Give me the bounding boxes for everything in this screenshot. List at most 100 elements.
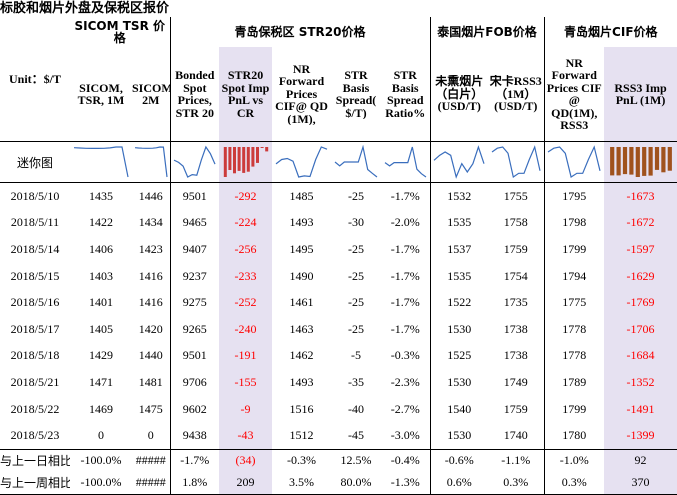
cell-nr-forward: 1485 [289,188,314,203]
summary-cell-rss3-pnl: 370 [604,471,677,495]
cell-nr-forward: 1516 [289,401,314,416]
cell-nr-forward: 1493 [289,374,314,389]
cell-imp-pnl: -191 [219,342,273,370]
table-row: 2018/5/18 1429 1440 9501 -191 1462 -5 -0.3% 1525… [0,342,677,370]
sparkline-ratio [381,141,431,183]
summary-cell-imp-pnl: 209 [219,471,273,495]
cell-ratio: -1.7% [390,188,420,203]
cell-white: 1537 [429,236,489,263]
sparkline-line [173,145,216,178]
table-row: 2018/5/15 1403 1416 9237 -233 1490 -25 -1.7% 153… [0,262,677,290]
sparkline-bar [227,147,231,170]
sparkline-sicom-1m-chart [73,146,129,178]
sparkline-bar [264,147,268,152]
cell-nr-forward: 1495 [289,241,314,256]
table-row: 2018/5/21 1471 1481 9706 -155 1493 -35 -2.3% 153… [0,369,677,396]
cell-nr-rss3: 1778 [543,342,605,370]
sparkline-line [334,145,378,178]
cell-white: 1530 [429,315,489,343]
cell-rss3-pnl: -1684 [604,342,677,370]
cell-spread: -25 [348,295,365,310]
cell-sicom-1m: 1429 [89,348,113,363]
col-str-basis-ratio: STR Basis Spread Ratio% [385,69,426,119]
col-nr-forward-qd: NR Forward Prices CIF@ QD (1M), [275,62,328,126]
summary-cell-sicom-2m: ##### [132,448,171,472]
row-date: 2018/5/11 [10,215,60,230]
row-date: 2018/5/10 [10,188,60,203]
sparkline-bonded [169,141,220,183]
cell-bonded: 9438 [169,422,220,450]
cell-spread: -5 [351,348,362,363]
summary-cell-ratio: -0.4% [381,448,431,472]
row-date: 2018/5/21 [10,374,60,389]
cell-spread: -35 [348,374,365,389]
summary-cell-bonded: -1.7% [169,448,220,472]
cell-rss3-fob: 1738 [503,321,528,336]
mini-chart-label: 迷你图 [0,141,70,183]
sparkline-white [429,141,489,183]
cell-imp-pnl: -240 [219,315,273,343]
cell-imp-pnl: -292 [219,182,273,210]
sparkline-bonded-chart [173,145,216,178]
cell-sicom-2m: 1475 [138,401,163,416]
cell-bonded: 9706 [169,369,220,396]
sparkline-line [134,146,168,178]
cell-white: 1540 [429,395,489,423]
cell-rss3-fob: 1755 [503,188,528,203]
group-thai-fob: 泰国烟片FOB价格 [429,17,545,47]
col-nr-forward-rss3: NR Forward Prices CIF @ QD(1M), RSS3 [543,47,605,142]
cell-white: 1532 [429,182,489,210]
cell-white: 1522 [429,289,489,316]
cell-nr-forward: 1512 [289,428,314,443]
col-sicom-2m: SICOM,TSR, 2M [132,81,170,107]
cell-white: 1530 [429,369,489,396]
cell-imp-pnl: -155 [219,369,273,396]
cell-spread: -25 [348,321,365,336]
sparkline-sicom-2m [132,141,171,183]
sparkline-bar [616,147,621,176]
cell-bonded: 9407 [169,236,220,263]
sparkline-bar [654,147,659,170]
group-sicom: SICOM TSR 价格 [74,19,165,45]
sparkline-nr-forward-chart [275,146,328,178]
cell-ratio: -1.7% [390,268,420,283]
cell-nr-rss3: 1794 [543,262,605,290]
cell-bonded: 9501 [169,182,220,210]
col-rss3-fob: 宋卡RSS3（1M）(USD/T) [489,75,542,113]
cell-spread: -45 [348,428,365,443]
sparkline-sicom-1m [70,141,132,183]
table-row: 2018/5/14 1406 1423 9407 -256 1495 -25 -1.7% 153… [0,236,677,263]
row-date: 2018/5/16 [10,295,60,310]
cell-ratio: -2.0% [390,215,420,230]
cell-nr-forward: 1462 [289,348,314,363]
cell-imp-pnl: -233 [219,262,273,290]
summary-cell-nr-rss3: 0.3% [543,471,605,495]
row-date: 2018/5/18 [10,348,60,363]
cell-rss3-pnl: -1491 [604,395,677,423]
summary-cell-sicom-2m: ##### [132,471,171,495]
cell-bonded: 9265 [169,315,220,343]
cell-sicom-1m: 1403 [89,268,113,283]
cell-spread: -40 [348,401,365,416]
cell-nr-rss3: 1799 [543,236,605,263]
table-row: 2018/5/11 1422 1434 9465 -224 1493 -30 -2.0% 153… [0,209,677,237]
cell-sicom-1m: 1471 [89,374,113,389]
summary-cell-rss3-pnl: 92 [604,448,677,472]
cell-bonded: 9501 [169,342,220,370]
sparkline-line [491,145,541,178]
col-str20-imp-pnl: STR20 Spot Imp PnL vs CR [219,47,273,142]
cell-spread: -25 [348,268,365,283]
price-table: Unit：$/T SICOM TSR 价格 青岛保税区 STR20价格 泰国烟片… [0,17,677,495]
row-date: 2018/5/23 [10,428,60,443]
row-date: 2018/5/22 [10,401,60,416]
cell-nr-rss3: 1799 [543,395,605,423]
sparkline-bar [667,147,672,171]
cell-rss3-fob: 1735 [503,295,528,310]
cell-sicom-2m: 1416 [138,268,163,283]
page-title: 标胶和烟片外盘及保税区报价 [0,1,170,16]
sparkline-bar [641,147,646,176]
cell-ratio: -0.3% [390,348,420,363]
table-row: 2018/5/22 1469 1475 9602 -9 1516 -40 -2.7% 1540 1… [0,395,677,423]
group-header-row: Unit：$/T SICOM TSR 价格 青岛保税区 STR20价格 泰国烟片… [0,17,677,85]
cell-white: 1525 [429,342,489,370]
